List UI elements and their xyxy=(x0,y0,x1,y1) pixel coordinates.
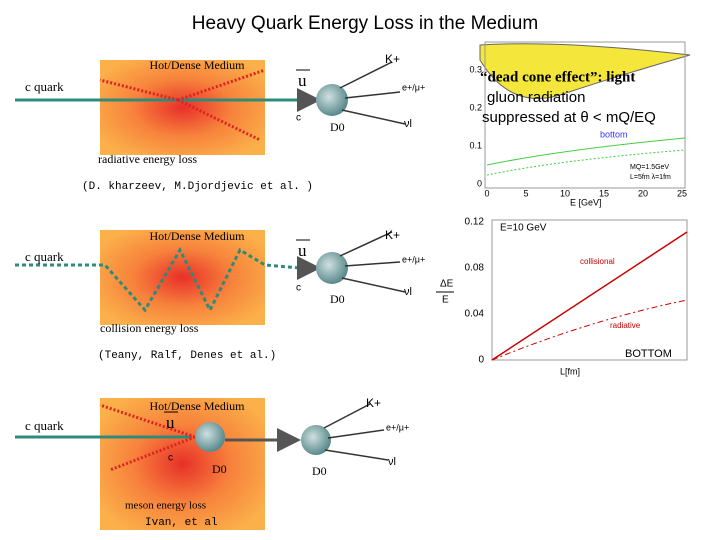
medium xyxy=(100,230,265,325)
plot-dead-cone: 0.3 0.2 0.1 00 5 10 15 20 25 bottom MQ=1.5GeV L=… xyxy=(469,41,691,207)
cone-area xyxy=(479,43,691,99)
hadron xyxy=(195,422,225,452)
medium-label: Hot/Dense Medium xyxy=(150,399,246,413)
neutrino: νl xyxy=(388,456,396,468)
refs: Ivan, et al xyxy=(145,517,218,529)
neutrino: νl xyxy=(404,286,412,298)
quark-label: c quark xyxy=(25,79,64,94)
gluons xyxy=(99,68,266,142)
note: E=10 GeV xyxy=(500,223,547,234)
panel-meson: Hot/Dense Medium c quark u K+ e+/μ+ c D0… xyxy=(15,396,409,530)
y-tick-label: 0.08 xyxy=(465,263,485,274)
y-tick-label: 0 xyxy=(477,178,482,188)
process: meson energy loss xyxy=(125,500,206,512)
dead-cone-text: suppressed at θ < mQ/EQ xyxy=(482,109,656,126)
y-tick-label: 0 xyxy=(478,355,484,366)
medium-label: Hot/Dense Medium xyxy=(150,229,246,243)
quark-label: c quark xyxy=(25,249,64,264)
x-tick-label: 25 xyxy=(677,188,687,198)
quark-label: c quark xyxy=(25,418,64,433)
curve-label: bottom xyxy=(600,129,628,139)
ubar: u xyxy=(298,71,307,90)
x-tick-label: 20 xyxy=(638,188,648,198)
x-label: E [GeV] xyxy=(570,197,602,207)
x-tick-label: 15 xyxy=(599,188,609,198)
curve xyxy=(491,299,688,361)
x-label: L[fm] xyxy=(560,366,580,376)
hadron xyxy=(316,84,348,116)
process: collision energy loss xyxy=(100,321,199,335)
medium-label: Hot/Dense Medium xyxy=(150,58,246,72)
meson: D0 xyxy=(312,464,327,478)
panel-collision: Hot/Dense Medium c quark u K+ e+/μ+ c D0… xyxy=(15,228,425,362)
hadron xyxy=(316,252,348,284)
neutrino: νl xyxy=(404,118,412,130)
y-tick-label: 0.1 xyxy=(469,140,482,150)
ubar: u xyxy=(166,413,175,432)
lepton: e+/μ+ xyxy=(402,82,425,92)
curve xyxy=(491,231,688,361)
meson: D0 xyxy=(330,120,345,134)
curve-label: radiative xyxy=(610,321,641,330)
params: L=5fm λ=1fm xyxy=(630,174,671,181)
medium xyxy=(100,60,265,155)
plot-frame xyxy=(484,41,686,189)
kaon: K+ xyxy=(385,228,400,242)
y-tick-label: 0.3 xyxy=(469,64,482,74)
y-label: ΔE xyxy=(440,279,454,290)
lepton: e+/μ+ xyxy=(402,254,425,264)
process: radiative energy loss xyxy=(98,152,197,166)
quark-label: BOTTOM xyxy=(625,348,672,360)
gluons xyxy=(99,403,196,472)
ubar: u xyxy=(298,241,307,260)
y-label: E xyxy=(442,295,449,306)
params: MQ=1.5GeV xyxy=(630,164,669,171)
plot-frame xyxy=(491,219,688,361)
refs: (Teany, Ralf, Denes et al.) xyxy=(98,350,276,362)
y-tick-label: 0.12 xyxy=(465,217,485,228)
x-tick-label: 5 xyxy=(523,188,528,198)
curve xyxy=(486,137,686,166)
y-tick-label: 0.2 xyxy=(469,102,482,112)
meson: D0 xyxy=(330,292,345,306)
x-tick-label: 0 xyxy=(484,188,489,198)
title: Heavy Quark Energy Loss in the Medium xyxy=(192,13,538,34)
decay-lines xyxy=(323,403,389,461)
kaon: K+ xyxy=(385,52,400,66)
decay-lines xyxy=(339,61,406,125)
curve xyxy=(486,149,686,176)
meson: D0 xyxy=(212,462,227,476)
y-tick-label: 0.04 xyxy=(465,309,485,320)
plot-length: 0.120.080.040 ΔE E E=10 GeV collisional … xyxy=(436,217,688,376)
charm: c xyxy=(168,453,173,464)
dead-cone-text: “dead cone effect”: light xyxy=(480,69,635,85)
x-tick-label: 10 xyxy=(560,188,570,198)
kaon: K+ xyxy=(366,396,381,410)
quark-path xyxy=(15,246,301,314)
decay-lines xyxy=(339,231,406,293)
lepton: e+/μ+ xyxy=(386,422,409,432)
charm: c xyxy=(296,283,301,294)
hadron xyxy=(301,425,331,455)
panel-radiative: Hot/Dense Medium c quark u K+ e+/μ+ c D0… xyxy=(15,52,425,193)
charm: c xyxy=(296,113,301,124)
refs: (D. kharzeev, M.Djordjevic et al. ) xyxy=(82,181,313,193)
curve-label: collisional xyxy=(580,257,615,266)
dead-cone-text: gluon radiation xyxy=(487,89,585,106)
